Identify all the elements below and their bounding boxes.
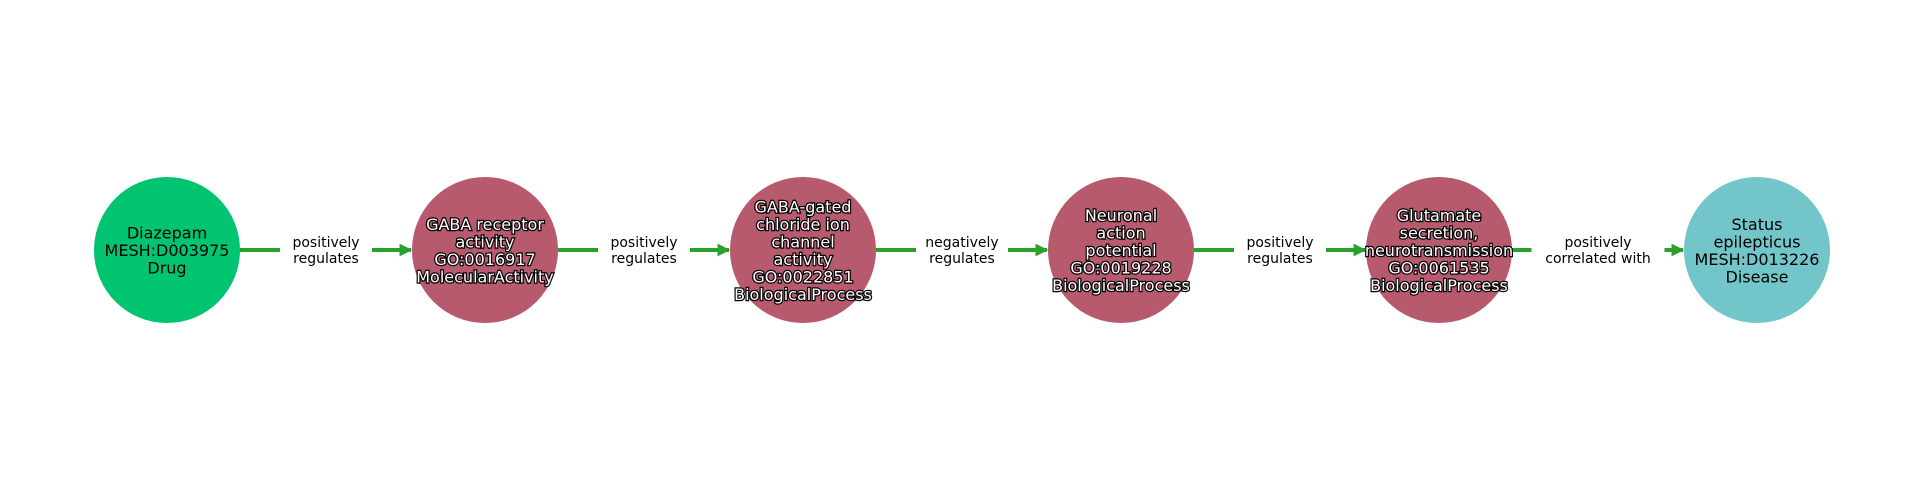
edge: positively regulates xyxy=(558,231,731,269)
node-label: Glutamate secretion, neurotransmission GO:0… xyxy=(1365,206,1513,295)
node-neuronal-action-potential: Neuronal action potential GO:0019228 Biologi… xyxy=(1048,177,1194,323)
node-label-line: neurotransmission xyxy=(1365,241,1513,260)
edge: positively regulates xyxy=(1194,231,1367,269)
node-label-line: Disease xyxy=(1726,267,1789,286)
edge-label-line: regulates xyxy=(1247,251,1313,267)
node-circle xyxy=(1684,177,1830,323)
node-label-line: Status xyxy=(1732,215,1783,234)
edge-label-background xyxy=(1531,231,1665,269)
node-label-line: MESH:D013226 xyxy=(1695,250,1820,269)
node-label: Neuronal action potential GO:0019228 Biologi… xyxy=(1052,206,1190,295)
node-label-line: activity xyxy=(456,232,515,251)
edge: positively correlated with xyxy=(1512,231,1685,269)
node-label-line: Diazepam xyxy=(127,224,207,243)
edge-label-background xyxy=(280,231,372,269)
node-label-line: GO:0061535 xyxy=(1388,259,1489,278)
node-label: Status epilepticus MESH:D013226 Disease xyxy=(1695,215,1820,287)
edge-label: positively correlated with xyxy=(1545,235,1650,267)
node-label-line: GO:0019228 xyxy=(1070,259,1171,278)
edge-label-line: regulates xyxy=(611,251,677,267)
node-label: GABA receptor activity GO:0016917 Molecular… xyxy=(416,215,553,287)
node-label-line: GO:0022851 xyxy=(752,267,853,286)
node-gaba-gated-chloride-channel: GABA-gated chloride ion channel activity GO:… xyxy=(730,177,876,323)
node-circle xyxy=(412,177,558,323)
node-label: GABA-gated chloride ion channel activity GO:… xyxy=(734,197,872,304)
edge-label-line: positively xyxy=(1564,235,1631,251)
edge-label-line: positively xyxy=(610,235,677,251)
node-label: Diazepam MESH:D003975 Drug xyxy=(105,224,230,278)
node-label-line: activity xyxy=(774,250,833,269)
node-label-line: secretion, xyxy=(1400,224,1479,243)
node-circle xyxy=(730,177,876,323)
edge-label: positively regulates xyxy=(1246,235,1313,267)
node-diazepam: Diazepam MESH:D003975 Drug xyxy=(94,177,240,323)
node-label-line: channel xyxy=(771,232,834,251)
node-label-line: BiologicalProcess xyxy=(1370,276,1508,295)
edge-label-background xyxy=(1234,231,1326,269)
node-label-line: GABA-gated xyxy=(755,197,852,216)
node-label-line: GO:0016917 xyxy=(434,250,535,269)
node-status-epilepticus: Status epilepticus MESH:D013226 Disease xyxy=(1684,177,1830,323)
edge: positively regulates xyxy=(240,231,413,269)
node-glutamate-secretion: Glutamate secretion, neurotransmission GO:0… xyxy=(1364,177,1514,323)
edge-label: positively regulates xyxy=(610,235,677,267)
edge-label-line: negatively xyxy=(925,235,998,251)
edge-label: positively regulates xyxy=(292,235,359,267)
edge-label-background xyxy=(598,231,690,269)
edge-label-line: correlated with xyxy=(1545,251,1650,267)
node-label-line: chloride ion xyxy=(756,215,850,234)
node-label-line: epilepticus xyxy=(1714,232,1801,251)
node-label-line: MESH:D003975 xyxy=(105,241,230,260)
edge-label-line: positively xyxy=(292,235,359,251)
node-label-line: potential xyxy=(1085,241,1156,260)
node-label-line: BiologicalProcess xyxy=(1052,276,1190,295)
node-label-line: Neuronal xyxy=(1085,206,1157,225)
node-label-line: BiologicalProcess xyxy=(734,285,872,304)
edge-label: negatively regulates xyxy=(925,235,998,267)
edge-label-line: regulates xyxy=(929,251,995,267)
node-label-line: Glutamate xyxy=(1397,206,1482,225)
node-circle xyxy=(1048,177,1194,323)
node-label-line: MolecularActivity xyxy=(416,267,553,286)
node-label-line: action xyxy=(1096,224,1145,243)
node-circle xyxy=(1366,177,1512,323)
node-label-line: Drug xyxy=(147,259,186,278)
edge: negatively regulates xyxy=(876,231,1049,269)
edge-label-line: positively xyxy=(1246,235,1313,251)
edge-label-background xyxy=(916,231,1008,269)
edge-label-line: regulates xyxy=(293,251,359,267)
node-gaba-receptor-activity: GABA receptor activity GO:0016917 Molecular… xyxy=(412,177,558,323)
node-circle xyxy=(94,177,240,323)
node-label-line: GABA receptor xyxy=(426,215,544,234)
